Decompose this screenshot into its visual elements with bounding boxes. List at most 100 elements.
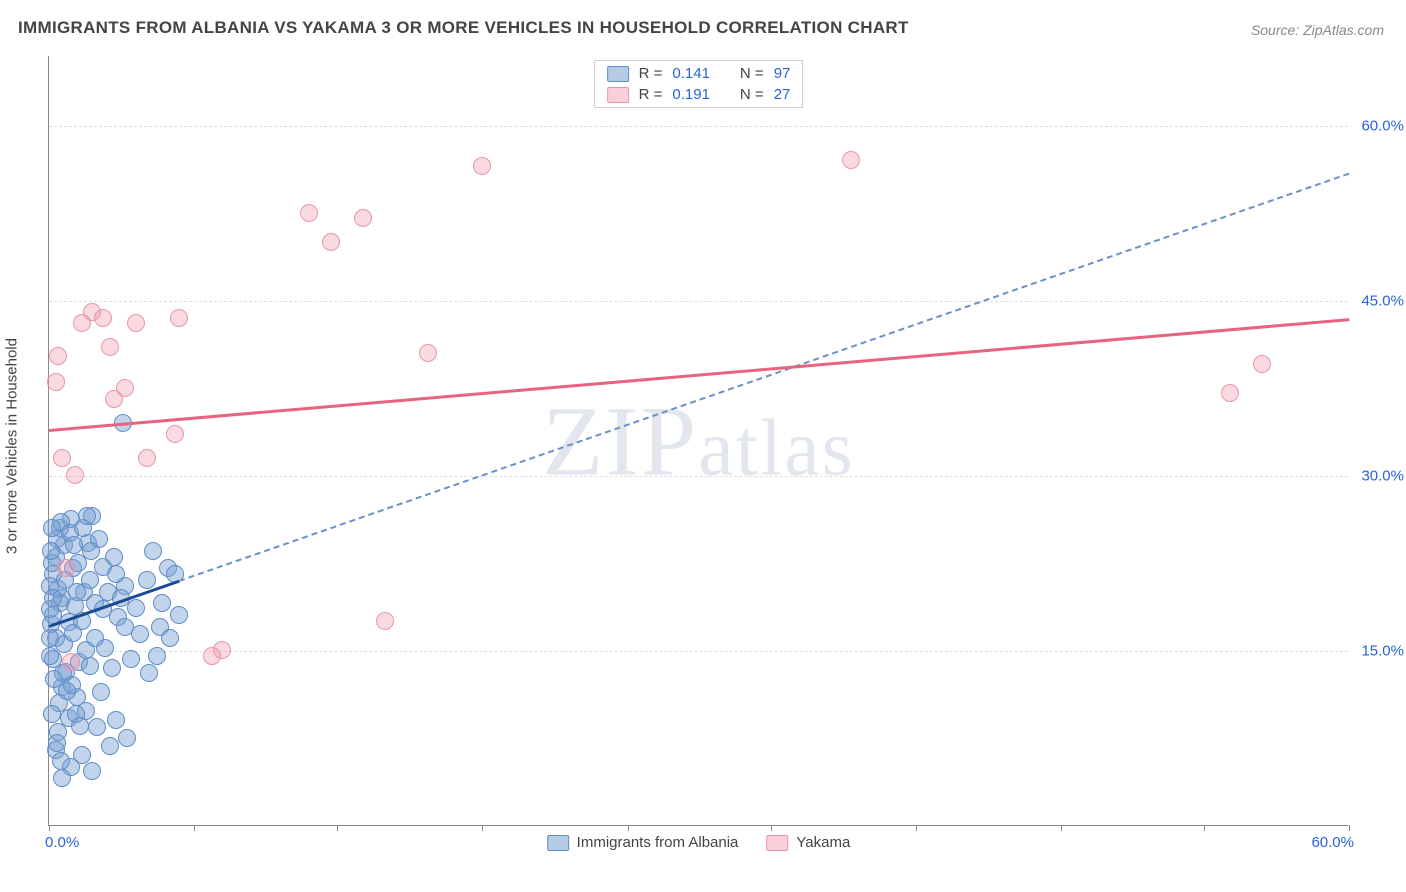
x-axis-min-label: 0.0% — [45, 834, 79, 851]
data-point — [47, 373, 65, 391]
data-point — [127, 599, 145, 617]
y-tick-label: 30.0% — [1361, 468, 1404, 485]
n-value: 97 — [774, 65, 791, 82]
data-point — [138, 571, 156, 589]
data-point — [1221, 384, 1239, 402]
data-point — [213, 641, 231, 659]
stats-row-series-0: R = 0.141 N = 97 — [595, 63, 803, 84]
data-point — [140, 664, 158, 682]
data-point — [82, 542, 100, 560]
y-tick-label: 45.0% — [1361, 293, 1404, 310]
r-value: 0.191 — [672, 86, 710, 103]
data-point — [161, 629, 179, 647]
x-axis-max-label: 60.0% — [1311, 834, 1354, 851]
x-tick — [194, 825, 195, 831]
x-tick — [771, 825, 772, 831]
data-point — [52, 752, 70, 770]
data-point — [62, 653, 80, 671]
data-point — [144, 542, 162, 560]
data-point — [65, 536, 83, 554]
swatch-series-1 — [607, 87, 629, 103]
gridline — [49, 651, 1348, 652]
chart-title: IMMIGRANTS FROM ALBANIA VS YAKAMA 3 OR M… — [18, 18, 909, 38]
data-point — [138, 449, 156, 467]
data-point — [103, 659, 121, 677]
swatch-series-0 — [547, 835, 569, 851]
data-point — [43, 705, 61, 723]
data-point — [153, 594, 171, 612]
data-point — [1253, 355, 1271, 373]
data-point — [41, 647, 59, 665]
legend-item-1: Yakama — [766, 834, 850, 851]
r-label: R = — [639, 65, 663, 82]
legend-label: Yakama — [796, 834, 850, 851]
data-point — [107, 711, 125, 729]
data-point — [44, 589, 62, 607]
data-point — [842, 151, 860, 169]
data-point — [322, 233, 340, 251]
x-tick — [916, 825, 917, 831]
swatch-series-0 — [607, 66, 629, 82]
data-point — [63, 676, 81, 694]
correlation-stats-box: R = 0.141 N = 97 R = 0.191 N = 27 — [594, 60, 804, 108]
scatter-plot-area: ZIPatlas R = 0.141 N = 97 R = 0.191 N = … — [48, 56, 1348, 826]
data-point — [66, 466, 84, 484]
data-point — [83, 762, 101, 780]
data-point — [376, 612, 394, 630]
y-tick-label: 60.0% — [1361, 118, 1404, 135]
data-point — [101, 737, 119, 755]
y-tick-label: 15.0% — [1361, 643, 1404, 660]
gridline — [49, 476, 1348, 477]
swatch-series-1 — [766, 835, 788, 851]
data-point — [116, 618, 134, 636]
x-tick — [482, 825, 483, 831]
data-point — [41, 629, 59, 647]
data-point — [57, 559, 75, 577]
data-point — [105, 548, 123, 566]
data-point — [81, 571, 99, 589]
x-tick — [1349, 825, 1350, 831]
data-point — [300, 204, 318, 222]
data-point — [43, 519, 61, 537]
legend-item-0: Immigrants from Albania — [547, 834, 739, 851]
x-tick — [49, 825, 50, 831]
n-label: N = — [740, 65, 764, 82]
data-point — [148, 647, 166, 665]
series-legend: Immigrants from Albania Yakama — [547, 834, 851, 851]
data-point — [48, 734, 66, 752]
data-point — [71, 717, 89, 735]
gridline — [49, 126, 1348, 127]
r-label: R = — [639, 86, 663, 103]
data-point — [92, 683, 110, 701]
data-point — [354, 209, 372, 227]
data-point — [53, 449, 71, 467]
data-point — [86, 629, 104, 647]
n-label: N = — [740, 86, 764, 103]
data-point — [166, 425, 184, 443]
data-point — [49, 347, 67, 365]
x-tick — [1204, 825, 1205, 831]
gridline — [49, 301, 1348, 302]
data-point — [42, 542, 60, 560]
trend-line — [49, 319, 1349, 433]
trend-line — [179, 173, 1350, 582]
r-value: 0.141 — [672, 65, 710, 82]
data-point — [116, 379, 134, 397]
data-point — [118, 729, 136, 747]
data-point — [473, 157, 491, 175]
data-point — [170, 309, 188, 327]
data-point — [78, 507, 96, 525]
x-tick — [628, 825, 629, 831]
source-attribution: Source: ZipAtlas.com — [1251, 22, 1384, 38]
data-point — [170, 606, 188, 624]
data-point — [101, 338, 119, 356]
data-point — [88, 718, 106, 736]
data-point — [122, 650, 140, 668]
y-axis-title: 3 or more Vehicles in Household — [4, 338, 21, 554]
x-tick — [1061, 825, 1062, 831]
data-point — [419, 344, 437, 362]
data-point — [107, 565, 125, 583]
n-value: 27 — [774, 86, 791, 103]
data-point — [81, 657, 99, 675]
data-point — [127, 314, 145, 332]
